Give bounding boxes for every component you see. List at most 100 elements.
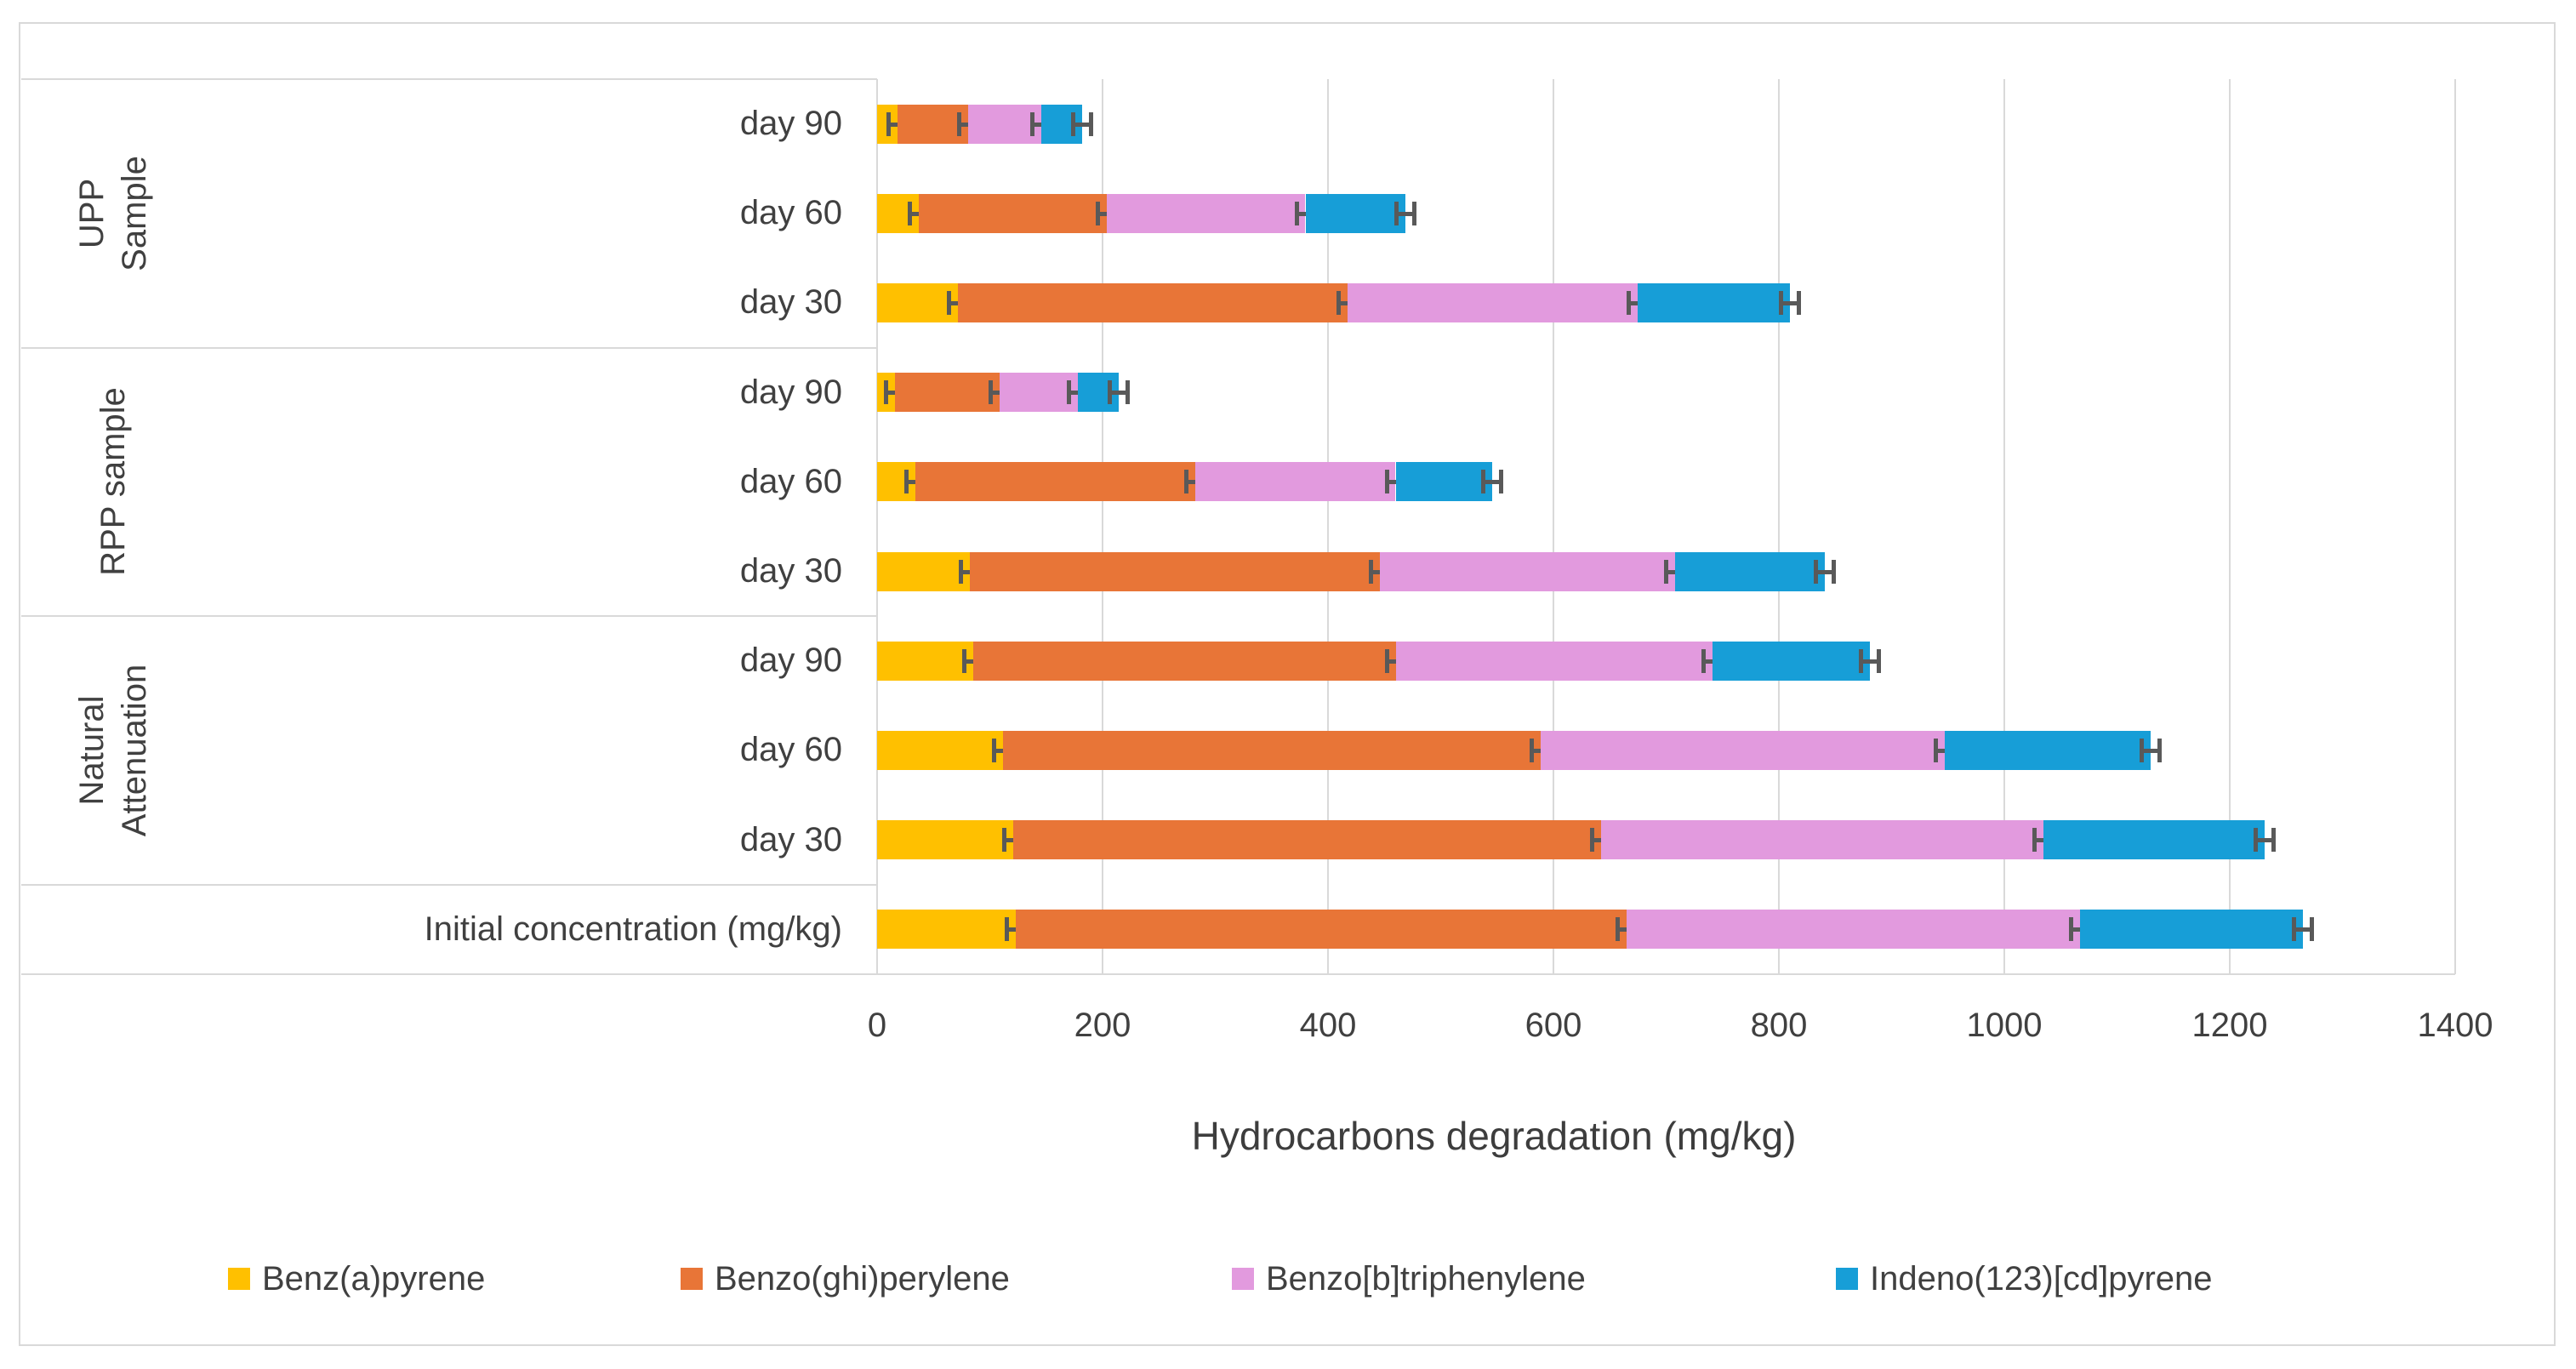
error-bar xyxy=(1394,201,1417,225)
group-label: UPP Sample xyxy=(41,79,185,348)
legend-swatch xyxy=(1232,1268,1254,1290)
bar-segment xyxy=(1013,820,1601,860)
x-tick-label: 600 xyxy=(1525,1007,1582,1044)
x-tick-label: 1000 xyxy=(1966,1007,2043,1044)
bar-segment xyxy=(1638,283,1791,322)
bar-segment xyxy=(1379,551,1676,591)
group-label: RPP sample xyxy=(41,348,185,617)
error-bar xyxy=(1071,111,1094,136)
axis-line-bottom xyxy=(21,973,2455,975)
error-bar xyxy=(1779,291,1802,315)
bar-segment xyxy=(968,104,1042,144)
bar-segment xyxy=(1347,283,1638,322)
category-label: day 90 xyxy=(739,642,842,680)
bar-segment xyxy=(2043,820,2265,860)
bar-segment xyxy=(972,641,1396,681)
group-divider xyxy=(21,346,877,349)
error-bar-line xyxy=(1779,301,1802,305)
error-bar-line xyxy=(1071,122,1094,127)
gridline xyxy=(1327,79,1329,974)
category-label: day 60 xyxy=(739,731,842,769)
group-label-text: RPP sample xyxy=(94,387,132,577)
bar-segment xyxy=(969,551,1380,591)
legend-label: Benzo(ghi)perylene xyxy=(715,1259,1010,1298)
category-label: day 90 xyxy=(739,105,842,143)
gridline xyxy=(1553,79,1554,974)
group-label-text: Natural Attenuation xyxy=(73,664,154,837)
gridline xyxy=(876,79,878,974)
x-tick-label: 1400 xyxy=(2417,1007,2493,1044)
bar-segment xyxy=(877,641,973,681)
error-bar-line xyxy=(2140,749,2163,753)
error-bar-line xyxy=(1814,569,1837,574)
error-bar xyxy=(1107,380,1130,405)
x-tick-label: 800 xyxy=(1750,1007,1808,1044)
error-bar-line xyxy=(1107,391,1130,396)
bar-segment xyxy=(1305,193,1406,233)
gridline xyxy=(1102,79,1103,974)
group-label-text: UPP Sample xyxy=(73,155,153,271)
bar-segment xyxy=(1003,731,1542,770)
bar-segment xyxy=(1600,820,2044,860)
category-label: day 90 xyxy=(739,373,842,411)
error-bar xyxy=(2254,828,2277,853)
gridline xyxy=(2229,79,2231,974)
error-bar xyxy=(1814,559,1837,584)
bar-segment xyxy=(1395,641,1713,681)
bar-segment xyxy=(877,731,1004,770)
bar-segment xyxy=(1675,551,1826,591)
x-tick-label: 0 xyxy=(867,1007,887,1044)
axis-line-top xyxy=(21,78,877,80)
gridline xyxy=(1778,79,1780,974)
gridline xyxy=(2003,79,2005,974)
figure-border xyxy=(19,22,2556,1346)
bar-segment xyxy=(897,104,969,144)
error-bar-line xyxy=(1859,659,1882,664)
bar-segment xyxy=(1541,731,1945,770)
bar-segment xyxy=(958,283,1348,322)
legend-swatch xyxy=(1836,1268,1858,1290)
x-tick-label: 200 xyxy=(1074,1007,1131,1044)
bar-segment xyxy=(877,283,959,322)
bar-segment xyxy=(1000,373,1078,413)
error-bar xyxy=(1859,648,1882,673)
legend-swatch xyxy=(681,1268,703,1290)
legend-item: Benz(a)pyrene xyxy=(228,1256,485,1302)
gridline xyxy=(2454,79,2456,974)
group-divider xyxy=(21,615,877,618)
category-label: day 30 xyxy=(739,283,842,322)
error-bar-line xyxy=(2254,838,2277,843)
group-divider xyxy=(21,883,877,886)
error-bar-line xyxy=(2292,927,2315,933)
bar-segment xyxy=(1627,910,2080,950)
error-bar xyxy=(1481,470,1504,494)
category-label: day 60 xyxy=(739,462,842,500)
legend-item: Benzo(ghi)perylene xyxy=(681,1256,1010,1302)
error-bar xyxy=(2140,739,2163,762)
bar-segment xyxy=(1944,731,2151,770)
x-tick-label: 400 xyxy=(1299,1007,1357,1044)
category-label: Initial concentration (mg/kg) xyxy=(424,910,842,948)
bar-segment xyxy=(1015,910,1627,950)
legend-label: Benz(a)pyrene xyxy=(262,1259,486,1298)
bar-segment xyxy=(1107,193,1306,233)
bar-segment xyxy=(877,820,1014,860)
bar-segment xyxy=(2079,910,2304,950)
x-tick-label: 1200 xyxy=(2191,1007,2268,1044)
category-label: day 60 xyxy=(739,194,842,232)
bar-segment xyxy=(1712,641,1871,681)
x-axis-title: Hydrocarbons degradation (mg/kg) xyxy=(1191,1114,1797,1158)
legend-swatch xyxy=(228,1268,250,1290)
category-label: day 30 xyxy=(739,552,842,590)
bar-segment xyxy=(877,551,970,591)
bar-segment xyxy=(895,373,1000,413)
legend-label: Benzo[b]triphenylene xyxy=(1266,1259,1586,1298)
error-bar-line xyxy=(1481,480,1504,485)
error-bar xyxy=(2292,917,2315,942)
legend-item: Indeno(123)[cd]pyrene xyxy=(1836,1256,2213,1302)
bar-segment xyxy=(1194,462,1396,502)
bar-segment xyxy=(915,462,1195,502)
legend-item: Benzo[b]triphenylene xyxy=(1232,1256,1586,1302)
legend-label: Indeno(123)[cd]pyrene xyxy=(1870,1259,2213,1298)
